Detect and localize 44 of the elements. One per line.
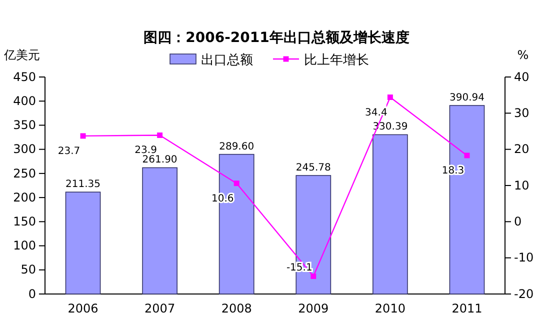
- x-tick-label: 2007: [144, 302, 176, 316]
- point: [80, 133, 86, 139]
- data-label: 245.78: [296, 162, 331, 174]
- x-tick-label: 2009: [298, 302, 329, 316]
- y-tick-label: 0: [28, 286, 36, 301]
- y-tick-label: 50: [20, 262, 36, 277]
- y-tick-label: 400: [13, 94, 36, 108]
- y2-tick-label: 40: [514, 70, 530, 84]
- bar: [142, 167, 178, 294]
- y2-tick-label: 0: [514, 214, 522, 229]
- y-tick-label: 300: [13, 142, 36, 156]
- bar: [65, 192, 101, 294]
- x-tick-label: 2010: [374, 302, 406, 316]
- data-label: 261.90: [142, 154, 178, 166]
- legend-label: 比上年增长: [304, 53, 369, 68]
- legend-label: 出口总额: [201, 53, 253, 68]
- point: [310, 274, 316, 280]
- y-axis-title: 亿美元: [3, 48, 40, 62]
- y2-axis-title: %: [517, 48, 529, 62]
- x-tick-label: 2008: [221, 302, 252, 316]
- data-label: 211.35: [66, 179, 101, 190]
- y2-tick-label: 30: [514, 106, 530, 120]
- y2-tick-label: -10: [514, 250, 534, 265]
- point: [157, 132, 163, 138]
- y-tick-label: 450: [13, 70, 36, 84]
- data-label: 289.60: [219, 141, 254, 152]
- y-tick-label: 100: [13, 238, 36, 253]
- x-tick-label: 2006: [68, 302, 98, 316]
- y-tick-label: 150: [13, 214, 36, 229]
- data-label: 390.94: [449, 92, 484, 104]
- data-label: 23.9: [134, 145, 157, 156]
- y-tick-label: 200: [13, 190, 36, 204]
- data-label: 23.7: [58, 146, 80, 157]
- y2-tick-label: 20: [514, 142, 530, 156]
- chart-title: 图四：2006-2011年出口总额及增长速度: [144, 29, 410, 46]
- x-tick-label: 2011: [452, 302, 482, 316]
- point: [387, 94, 393, 100]
- y2-tick-label: -20: [514, 286, 534, 301]
- y-tick-label: 250: [13, 166, 36, 180]
- point: [234, 180, 240, 186]
- y-tick-label: 350: [13, 118, 36, 132]
- y2-tick-label: 10: [514, 178, 530, 192]
- bar: [372, 134, 408, 294]
- point: [464, 152, 470, 158]
